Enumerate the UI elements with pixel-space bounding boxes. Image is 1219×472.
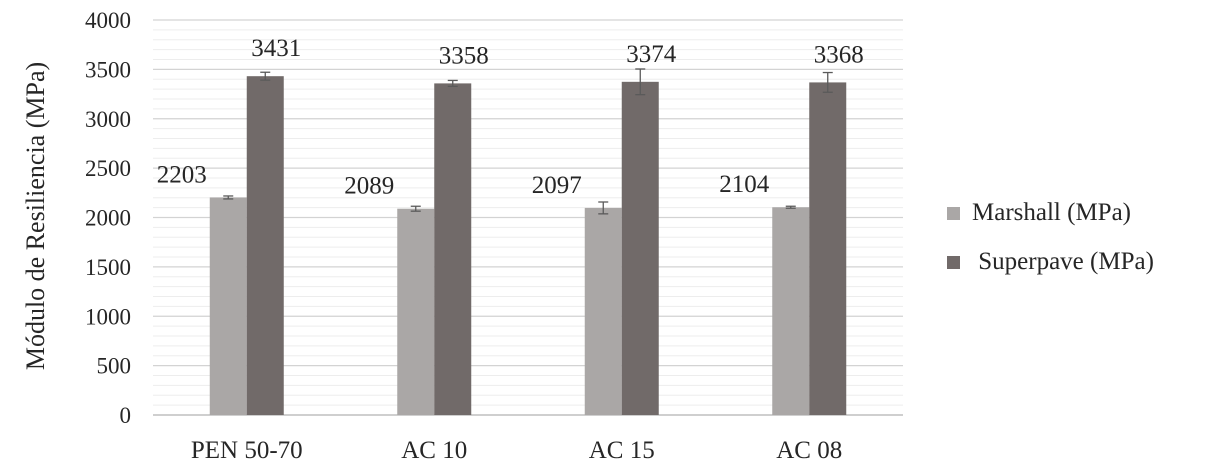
bar	[434, 83, 472, 416]
data-label: 3358	[439, 42, 489, 69]
bar	[246, 76, 284, 415]
bar	[621, 81, 659, 415]
data-labels: 2203 3431 2089 3358 2097 3374 2104 3368	[157, 35, 864, 200]
x-category-label: PEN 50-70	[191, 437, 303, 464]
legend: Marshall (MPa) Superpave (MPa)	[947, 199, 1154, 275]
data-label: 2203	[157, 161, 207, 188]
x-category-label: AC 08	[776, 437, 842, 464]
x-category-label: AC 15	[589, 437, 655, 464]
axes: 0 500 1000 1500 2000 2500 3000 3500 4000 PEN 50-7…	[85, 8, 903, 464]
y-axis-title: Módulo de Resiliencia (MPa)	[21, 62, 50, 370]
y-tick-label: 1000	[85, 304, 131, 329]
y-tick-label: 0	[120, 403, 132, 428]
y-tick-label: 2000	[85, 206, 131, 231]
data-label: 3431	[251, 35, 301, 62]
data-label: 3368	[814, 41, 864, 68]
data-label: 3374	[626, 41, 677, 68]
y-tick-label: 4000	[85, 8, 131, 33]
bar	[584, 207, 622, 415]
y-tick-label: 3500	[85, 57, 131, 82]
x-category-label: AC 10	[401, 437, 467, 464]
bars	[209, 68, 847, 416]
legend-swatch	[947, 256, 960, 269]
legend-label: Superpave (MPa)	[972, 248, 1154, 275]
data-label: 2089	[344, 173, 394, 200]
bar	[397, 208, 435, 415]
legend-swatch	[947, 207, 960, 220]
y-tick-label: 2500	[85, 156, 131, 181]
y-tick-label: 500	[97, 354, 132, 379]
y-tick-label: 1500	[85, 255, 131, 280]
y-tick-label: 3000	[85, 107, 131, 132]
bar	[772, 207, 810, 415]
data-label: 2104	[719, 171, 770, 198]
bar	[809, 82, 847, 415]
legend-label: Marshall (MPa)	[972, 199, 1131, 226]
bar	[209, 197, 247, 415]
data-label: 2097	[532, 172, 582, 199]
